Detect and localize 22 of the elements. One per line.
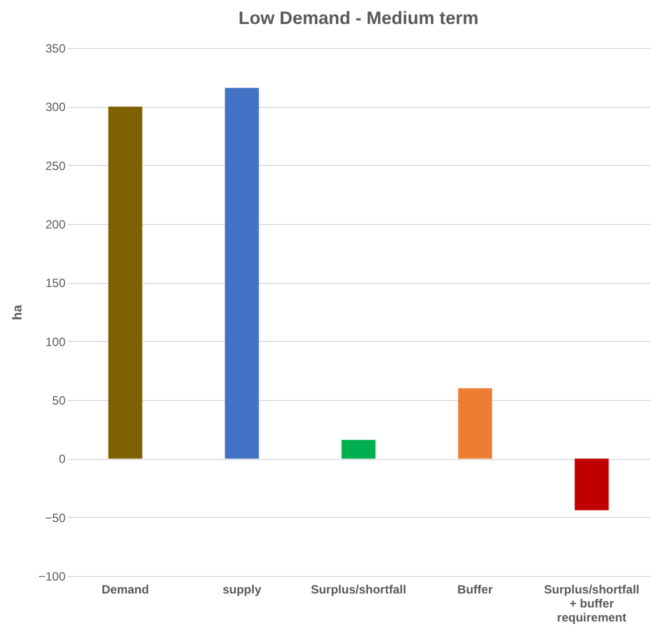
bar xyxy=(574,458,609,510)
y-tick-label: 50 xyxy=(52,394,66,408)
bar xyxy=(342,440,376,459)
chart-title: Low Demand - Medium term xyxy=(238,8,479,28)
y-axis-title: ha xyxy=(9,304,24,320)
x-tick-label: supply xyxy=(222,582,262,596)
bar xyxy=(458,388,492,459)
bar xyxy=(108,106,142,459)
y-tick-label: 150 xyxy=(45,276,66,290)
x-tick-label: Surplus/shortfall xyxy=(310,582,406,596)
x-tick-label: Demand xyxy=(102,582,149,596)
y-tick-label: 350 xyxy=(45,42,66,56)
y-tick-label: 200 xyxy=(45,218,66,232)
x-tick-label: Buffer xyxy=(457,582,494,596)
y-tick-label: 0 xyxy=(58,452,66,466)
y-tick-label: 100 xyxy=(45,334,66,349)
bar xyxy=(224,88,259,459)
y-tick-label: −50 xyxy=(45,510,66,525)
y-tick-label: 250 xyxy=(45,158,66,173)
x-tick-label: Surplus/shortfall + buffer requirement xyxy=(544,582,640,624)
y-tick-label: 300 xyxy=(45,100,66,114)
y-tick-label: −100 xyxy=(38,570,66,584)
